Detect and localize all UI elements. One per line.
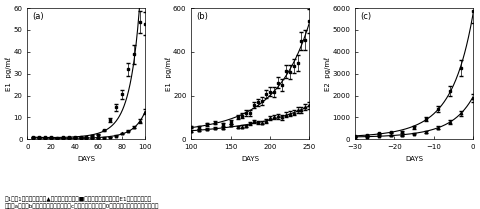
- Y-axis label: E2  pg/mℓ: E2 pg/mℓ: [324, 57, 330, 91]
- X-axis label: DAYS: DAYS: [404, 156, 422, 162]
- Text: (a): (a): [32, 12, 44, 21]
- X-axis label: DAYS: DAYS: [77, 156, 95, 162]
- Text: (b): (b): [195, 12, 207, 21]
- Text: (c): (c): [359, 12, 370, 21]
- Y-axis label: E1  pg/mℓ: E1 pg/mℓ: [165, 57, 171, 91]
- X-axis label: DAYS: DAYS: [241, 156, 259, 162]
- Y-axis label: E1  pg/mℓ: E1 pg/mℓ: [6, 57, 12, 91]
- Text: 図1　図1　単胎妊娠牛（▲）と双胎妊娠牛（■）の血中エストロン（E1）の濃度推移。
　　（a），（b）の横軸は娠娠日数　（c）の横軸は分娩日を0日とした分娩前の: 図1 図1 単胎妊娠牛（▲）と双胎妊娠牛（■）の血中エストロン（E1）の濃度推移…: [5, 197, 159, 209]
